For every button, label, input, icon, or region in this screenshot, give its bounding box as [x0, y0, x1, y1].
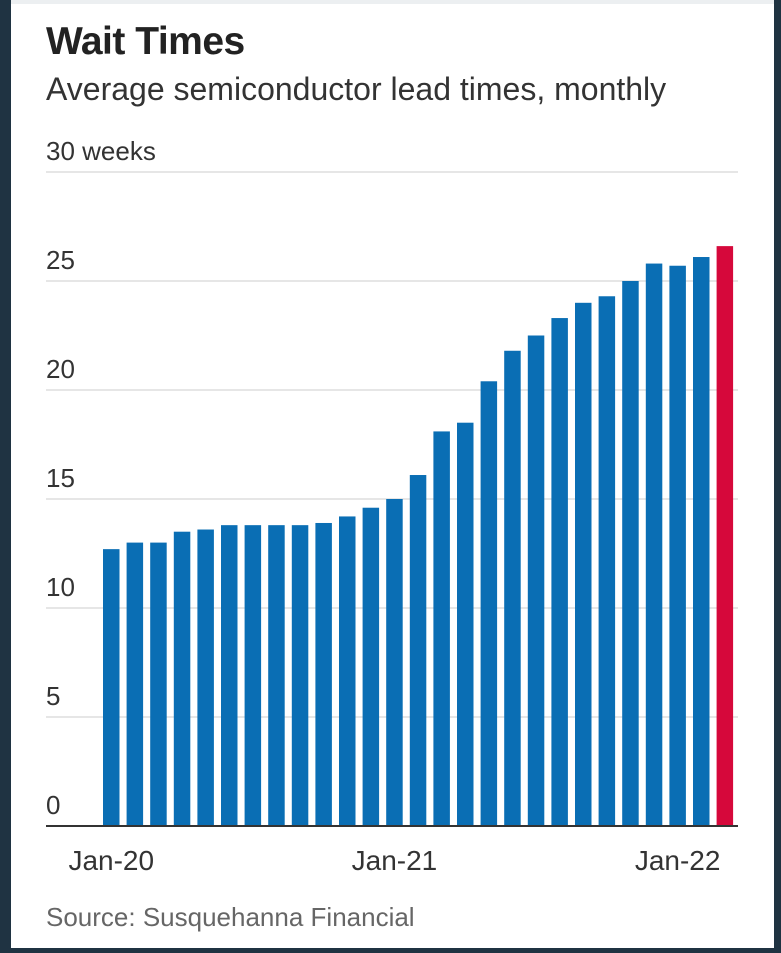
y-tick-label: 20 — [46, 354, 75, 384]
bar — [244, 525, 262, 826]
bar — [315, 522, 332, 826]
bar — [268, 525, 285, 826]
bar — [622, 281, 639, 826]
bottom-frame-border — [0, 948, 781, 953]
right-frame-border — [774, 0, 781, 953]
bar — [291, 525, 309, 826]
chart-subtitle: Average semiconductor lead times, monthl… — [46, 71, 667, 107]
chart-title: Wait Times — [46, 20, 245, 63]
top-border — [0, 0, 781, 4]
x-tick-label: Jan-22 — [635, 845, 721, 876]
bar — [575, 302, 592, 826]
bar — [504, 350, 521, 826]
y-tick-label: 5 — [46, 681, 60, 711]
bar — [197, 529, 214, 826]
bar — [221, 525, 238, 826]
bar — [716, 246, 734, 826]
x-tick-label: Jan-20 — [68, 845, 154, 876]
bar — [433, 431, 450, 826]
x-tick-label: Jan-21 — [352, 845, 438, 876]
bar — [339, 516, 356, 826]
bar — [669, 265, 686, 826]
bar — [693, 257, 710, 826]
bar — [645, 263, 663, 826]
bar — [409, 475, 427, 826]
bar — [150, 542, 167, 826]
bar — [480, 381, 498, 826]
y-tick-label: 15 — [46, 463, 75, 493]
bar — [598, 296, 616, 826]
y-tick-label: 10 — [46, 572, 75, 602]
bar — [551, 318, 568, 826]
y-tick-label: 0 — [46, 790, 60, 820]
bar — [527, 335, 545, 826]
y-tick-label: 25 — [46, 245, 75, 275]
left-frame-border — [0, 0, 11, 953]
bar — [386, 499, 403, 826]
bar — [103, 549, 120, 826]
bar — [173, 531, 191, 826]
source-note: Source: Susquehanna Financial — [46, 902, 415, 932]
bar — [126, 542, 144, 826]
y-tick-label: 30 weeks — [46, 136, 156, 166]
bar — [362, 507, 380, 826]
bar — [457, 422, 474, 826]
